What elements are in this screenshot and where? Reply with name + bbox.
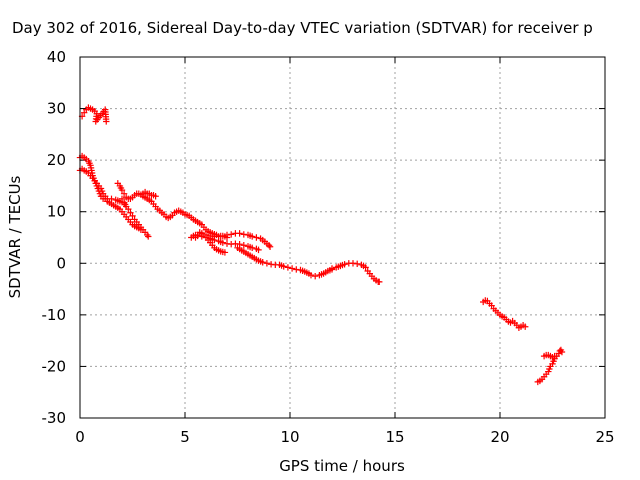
chart-title: Day 302 of 2016, Sidereal Day-to-day VTE…: [12, 19, 593, 37]
data-point-marker: [219, 239, 226, 246]
x-tick-label: 0: [75, 428, 85, 446]
plot-frame: [79, 56, 606, 419]
data-point-marker: [108, 195, 115, 203]
axis-ticks: 0 5 10 15 20 25 -30 -20 -10 0 10 20 30 40: [42, 48, 615, 446]
grid: [80, 57, 605, 418]
data-point-marker: [202, 231, 210, 239]
data-point-marker: [249, 244, 256, 252]
data-point-marker: [376, 278, 383, 286]
data-point-marker: [253, 234, 260, 241]
x-tick-label: 20: [490, 428, 509, 446]
data-point-marker: [129, 212, 136, 220]
data-point-marker: [288, 265, 296, 272]
data-points: [76, 104, 566, 386]
data-point-marker: [221, 249, 229, 256]
y-tick-label: 0: [56, 254, 66, 272]
data-point-marker: [120, 190, 128, 197]
x-tick-label: 15: [385, 428, 404, 446]
y-tick-label: 30: [47, 100, 66, 118]
y-tick-label: -20: [42, 357, 67, 375]
data-point-marker: [255, 246, 262, 254]
data-point-marker: [236, 230, 243, 237]
data-point-marker: [145, 233, 152, 240]
x-tick-label: 25: [595, 428, 614, 446]
x-tick-label: 5: [180, 428, 190, 446]
data-point-marker: [219, 232, 226, 240]
data-point-marker: [341, 261, 348, 268]
data-point-marker: [249, 233, 256, 240]
data-point-marker: [118, 186, 126, 194]
data-point-marker: [522, 323, 529, 330]
data-point-marker: [103, 118, 110, 125]
data-point-marker: [362, 264, 369, 271]
data-point-marker: [284, 264, 292, 271]
y-tick-label: 40: [47, 48, 66, 66]
y-tick-label: 10: [47, 203, 66, 221]
data-point-marker: [266, 243, 274, 250]
y-tick-label: -30: [42, 409, 67, 427]
x-axis-title: GPS time / hours: [279, 457, 405, 475]
data-point-marker: [118, 195, 126, 203]
y-tick-label: 20: [47, 151, 66, 169]
y-axis-title: SDTVAR / TECUs: [6, 175, 24, 298]
data-point-marker: [152, 193, 159, 200]
data-point-marker: [263, 260, 271, 267]
data-point-marker: [551, 352, 558, 360]
x-tick-label: 10: [280, 428, 299, 446]
data-point-marker: [240, 242, 247, 249]
data-point-marker: [259, 259, 266, 266]
data-point-marker: [307, 271, 315, 279]
data-point-marker: [280, 263, 287, 270]
data-point-marker: [198, 233, 205, 240]
data-point-marker: [228, 231, 235, 238]
data-point-marker: [354, 260, 361, 268]
data-point-marker: [125, 205, 132, 213]
data-point-marker: [312, 272, 319, 280]
data-point-marker: [558, 348, 566, 356]
y-tick-label: -10: [42, 306, 67, 324]
data-point-marker: [328, 265, 336, 272]
